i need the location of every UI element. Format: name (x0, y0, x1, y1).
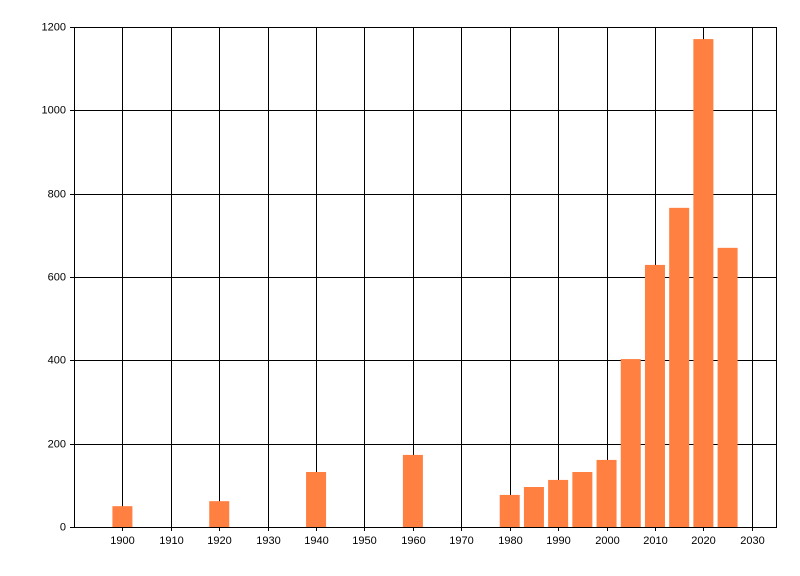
x-tick-label: 2020 (691, 535, 715, 547)
x-tick-label: 1920 (207, 535, 231, 547)
y-tick-label: 1000 (42, 104, 66, 116)
y-tick-label: 1200 (42, 21, 66, 33)
y-tick-label: 0 (60, 521, 66, 533)
bar (209, 501, 230, 527)
y-tick-label: 200 (48, 438, 66, 450)
bar (644, 264, 665, 527)
y-tick-label: 800 (48, 188, 66, 200)
y-tick-label: 600 (48, 271, 66, 283)
x-tick-label: 1910 (159, 535, 183, 547)
x-tick-label: 1970 (449, 535, 473, 547)
bar (548, 479, 569, 527)
bar (669, 207, 690, 528)
x-tick-label: 2010 (643, 535, 667, 547)
bar (499, 494, 520, 527)
bar (112, 506, 133, 527)
y-tick-label: 400 (48, 354, 66, 366)
x-tick-label: 1950 (352, 535, 376, 547)
bar (596, 459, 617, 527)
x-tick-label: 2000 (595, 535, 619, 547)
bar (620, 359, 641, 527)
bar (306, 472, 327, 527)
x-tick-label: 1980 (498, 535, 522, 547)
x-tick-label: 1900 (110, 535, 134, 547)
bar (572, 472, 593, 527)
bar (717, 247, 738, 528)
bar (402, 454, 423, 527)
x-tick-label: 1960 (401, 535, 425, 547)
x-tick-label: 1940 (304, 535, 328, 547)
x-tick-label: 1990 (546, 535, 570, 547)
x-tick-label: 2030 (740, 535, 764, 547)
x-tick-label: 1930 (256, 535, 280, 547)
bar (523, 487, 544, 527)
bar (693, 39, 714, 527)
